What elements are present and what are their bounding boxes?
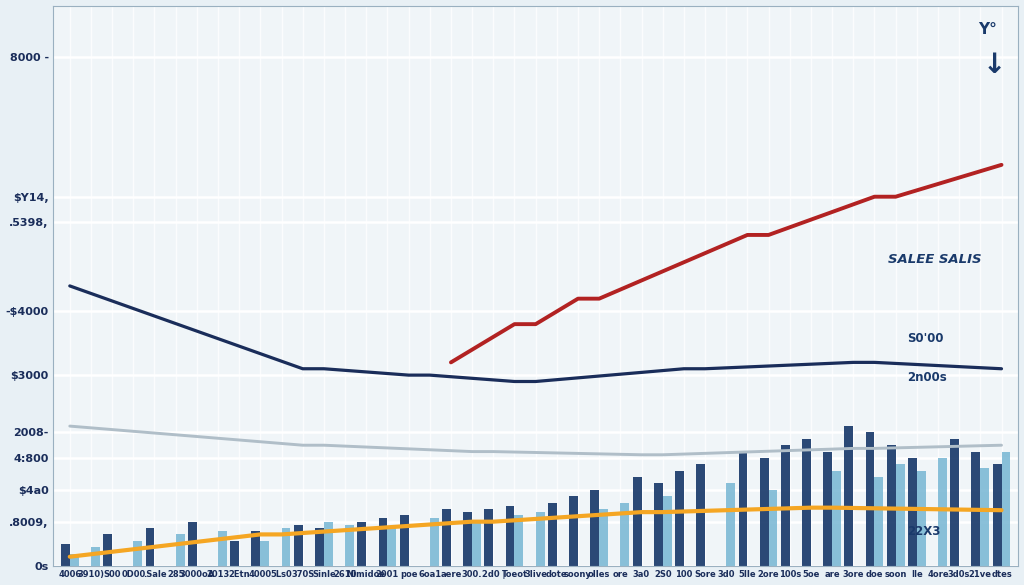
- Bar: [548, 503, 557, 566]
- Bar: [802, 439, 811, 566]
- Bar: [133, 541, 142, 566]
- Bar: [653, 483, 663, 566]
- Bar: [442, 509, 451, 566]
- Bar: [599, 509, 608, 566]
- Bar: [590, 490, 599, 566]
- Text: SALEE SALIS: SALEE SALIS: [888, 253, 982, 267]
- Bar: [760, 458, 769, 566]
- Bar: [769, 490, 777, 566]
- Bar: [874, 477, 884, 566]
- Bar: [845, 426, 853, 566]
- Text: 2n00s: 2n00s: [907, 371, 947, 384]
- Bar: [950, 439, 959, 566]
- Bar: [865, 432, 874, 566]
- Bar: [980, 467, 989, 566]
- Text: ↓: ↓: [983, 51, 1006, 79]
- Bar: [176, 535, 184, 566]
- Bar: [887, 445, 896, 566]
- Text: Y°: Y°: [978, 22, 997, 37]
- Bar: [1001, 452, 1011, 566]
- Bar: [938, 458, 947, 566]
- Bar: [70, 553, 79, 566]
- Bar: [463, 512, 472, 566]
- Bar: [908, 458, 916, 566]
- Bar: [726, 483, 735, 566]
- Bar: [145, 528, 155, 566]
- Bar: [60, 544, 70, 566]
- Bar: [230, 541, 240, 566]
- Bar: [896, 464, 904, 566]
- Text: 22X3: 22X3: [907, 525, 941, 538]
- Bar: [282, 528, 291, 566]
- Bar: [738, 452, 748, 566]
- Bar: [992, 464, 1001, 566]
- Bar: [430, 518, 438, 566]
- Bar: [506, 506, 514, 566]
- Bar: [218, 531, 227, 566]
- Bar: [472, 522, 481, 566]
- Bar: [91, 547, 100, 566]
- Bar: [696, 464, 706, 566]
- Bar: [663, 496, 672, 566]
- Bar: [315, 528, 324, 566]
- Bar: [972, 452, 980, 566]
- Bar: [345, 525, 354, 566]
- Bar: [399, 515, 409, 566]
- Bar: [357, 522, 367, 566]
- Bar: [387, 528, 396, 566]
- Text: S0'00: S0'00: [907, 332, 944, 345]
- Bar: [252, 531, 260, 566]
- Bar: [916, 471, 926, 566]
- Bar: [833, 471, 841, 566]
- Bar: [188, 522, 197, 566]
- Bar: [260, 541, 269, 566]
- Bar: [569, 496, 578, 566]
- Bar: [823, 452, 833, 566]
- Bar: [379, 518, 387, 566]
- Bar: [781, 445, 790, 566]
- Bar: [633, 477, 641, 566]
- Bar: [514, 515, 523, 566]
- Bar: [484, 509, 494, 566]
- Bar: [675, 471, 684, 566]
- Bar: [294, 525, 303, 566]
- Bar: [103, 535, 113, 566]
- Bar: [324, 522, 333, 566]
- Bar: [621, 503, 629, 566]
- Bar: [536, 512, 545, 566]
